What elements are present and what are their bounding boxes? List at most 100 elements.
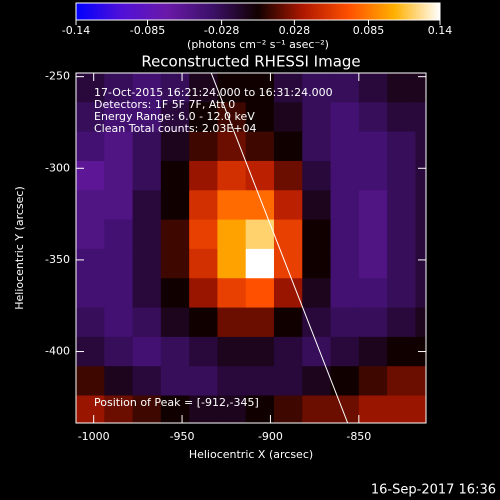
heatmap-cell bbox=[132, 160, 162, 191]
heatmap-cell bbox=[217, 131, 247, 162]
heatmap-cell bbox=[132, 366, 162, 397]
heatmap-cell bbox=[217, 307, 247, 338]
heatmap-cell bbox=[76, 395, 105, 423]
heatmap-cell bbox=[358, 190, 388, 221]
heatmap-cell bbox=[358, 307, 388, 338]
heatmap-cell bbox=[415, 219, 426, 250]
heatmap-cell bbox=[415, 190, 426, 221]
heatmap-cell bbox=[302, 190, 332, 221]
heatmap-cell bbox=[160, 131, 190, 162]
heatmap-cell bbox=[273, 219, 303, 250]
heatmap-cell bbox=[245, 366, 275, 397]
heatmap-cell bbox=[387, 102, 416, 133]
heatmap-cell bbox=[76, 248, 105, 279]
heatmap-cell bbox=[160, 307, 190, 338]
heatmap-cell bbox=[387, 73, 416, 103]
heatmap-cell bbox=[273, 190, 303, 221]
solar-limb bbox=[210, 73, 349, 423]
heatmap-cell bbox=[189, 219, 218, 250]
heatmap-cell bbox=[132, 248, 162, 279]
heatmap-cell bbox=[387, 395, 416, 423]
heatmap-cell bbox=[189, 190, 218, 221]
heatmap-cell bbox=[104, 248, 134, 279]
heatmap-cell bbox=[104, 131, 134, 162]
heatmap-cell bbox=[302, 278, 332, 309]
heatmap-cell bbox=[160, 219, 190, 250]
heatmap-cell bbox=[132, 73, 162, 103]
heatmap-cell bbox=[160, 278, 190, 309]
x-tick-label: -900 bbox=[258, 430, 283, 443]
heatmap-cell bbox=[104, 395, 134, 423]
heatmap-cell bbox=[273, 248, 303, 279]
heatmap-cell bbox=[387, 160, 416, 191]
heatmap-cell bbox=[245, 73, 275, 103]
chart-title: Reconstructed RHESSI Image bbox=[141, 53, 360, 71]
heatmap-cell bbox=[245, 131, 275, 162]
heatmap-cell bbox=[273, 131, 303, 162]
heatmap-cell bbox=[302, 102, 332, 133]
heatmap-cell bbox=[104, 160, 134, 191]
heatmap-cell bbox=[245, 102, 275, 133]
heatmap-cell bbox=[132, 307, 162, 338]
heatmap-cell bbox=[330, 278, 360, 309]
heatmap-cell bbox=[358, 160, 388, 191]
heatmap-cell bbox=[330, 307, 360, 338]
heatmap-cell bbox=[330, 131, 360, 162]
heatmap-cell bbox=[387, 366, 416, 397]
heatmap-cell bbox=[76, 160, 105, 191]
heatmap-cell bbox=[273, 336, 303, 367]
heatmap-cell bbox=[217, 219, 247, 250]
heatmap-cell bbox=[273, 278, 303, 309]
heatmap-cell bbox=[358, 73, 388, 103]
heatmap-cell bbox=[358, 336, 388, 367]
heatmap-cell bbox=[330, 73, 360, 103]
heatmap-cell bbox=[189, 102, 218, 133]
annotation: Energy Range: 6.0 - 12.0 keV bbox=[94, 110, 255, 123]
heatmap-cell bbox=[273, 395, 303, 423]
heatmap-cell bbox=[245, 336, 275, 367]
heatmap-cell bbox=[76, 102, 105, 133]
heatmap-cell bbox=[415, 307, 426, 338]
heatmap-cell bbox=[217, 160, 247, 191]
y-tick-label: -350 bbox=[45, 253, 70, 266]
colorbar-tick-label: -0.14 bbox=[62, 24, 90, 37]
heatmap-cell bbox=[302, 160, 332, 191]
heatmap-cell bbox=[132, 190, 162, 221]
y-tick-label: -400 bbox=[45, 345, 70, 358]
heatmap-cell bbox=[245, 219, 275, 250]
heatmap-cell bbox=[358, 395, 388, 423]
heatmap-cell bbox=[132, 102, 162, 133]
heatmap-cell bbox=[358, 131, 388, 162]
heatmap-cell bbox=[387, 219, 416, 250]
heatmap-cell bbox=[217, 73, 247, 103]
annotation: 17-Oct-2015 16:21:24.000 to 16:31:24.000 bbox=[94, 86, 333, 99]
heatmap-cell bbox=[302, 73, 332, 103]
x-tick-label: -1000 bbox=[78, 430, 110, 443]
heatmap-cell bbox=[104, 366, 134, 397]
heatmap-cell bbox=[302, 307, 332, 338]
heatmap-cell bbox=[302, 248, 332, 279]
heatmap-cell bbox=[160, 190, 190, 221]
heatmap-cell bbox=[104, 219, 134, 250]
colorbar-tick-label: 0.14 bbox=[428, 24, 453, 37]
footer: 16-Sep-2017 16:36 bbox=[371, 483, 496, 498]
colorbar-tick-label: 0.028 bbox=[279, 24, 311, 37]
heatmap-cell bbox=[358, 278, 388, 309]
heatmap-cell bbox=[189, 336, 218, 367]
colorbar-tick-label: -0.085 bbox=[130, 24, 165, 37]
heatmap-cell bbox=[104, 307, 134, 338]
y-tick-label: -250 bbox=[45, 70, 70, 83]
heatmap-cell bbox=[245, 278, 275, 309]
heatmap-cell bbox=[330, 395, 360, 423]
heatmap-cell bbox=[132, 336, 162, 367]
heatmap-cell bbox=[189, 160, 218, 191]
heatmap-cell bbox=[160, 73, 190, 103]
heatmap-cell bbox=[217, 248, 247, 279]
heatmap-cell bbox=[104, 278, 134, 309]
heatmap-cell bbox=[415, 248, 426, 279]
heatmap-cell bbox=[217, 278, 247, 309]
heatmap-cell bbox=[217, 190, 247, 221]
heatmap-cell bbox=[189, 248, 218, 279]
heatmap-cell bbox=[76, 307, 105, 338]
